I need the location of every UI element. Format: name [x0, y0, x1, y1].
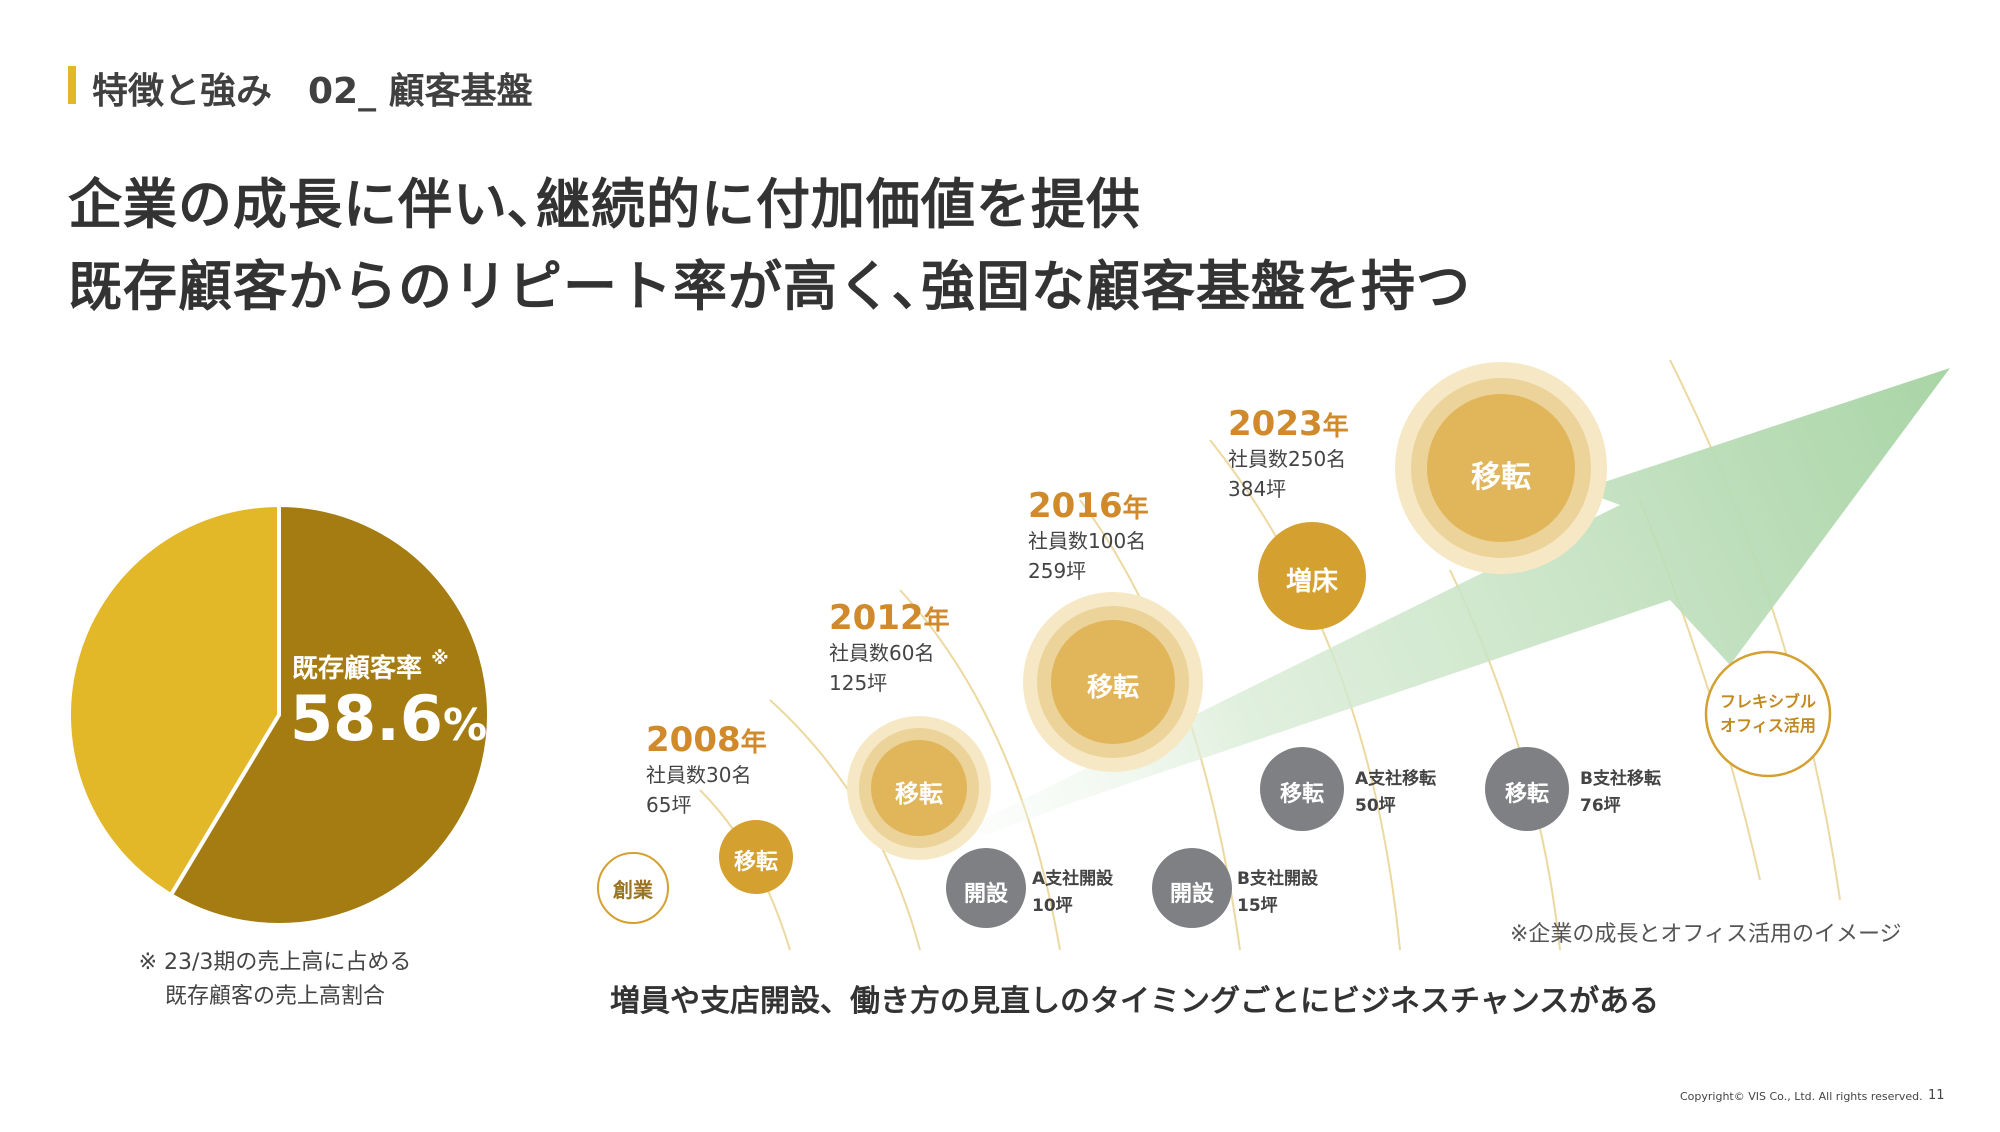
- branch-b-move-text: B支社移転 76坪: [1580, 769, 1661, 816]
- flexible-office-label: フレキシブル オフィス活用: [1719, 692, 1816, 735]
- headline-line-1: 企業の成長に伴い､継続的に付加価値を提供: [68, 173, 1141, 236]
- branch-a-open-badge: 開設: [963, 882, 1008, 907]
- branch-b-open-circle: [1152, 848, 1232, 928]
- move-2016-label: 移転: [1086, 673, 1139, 703]
- bottom-message: 増員や支店開設、働き方の見直しのタイミングごとにビジネスチャンスがある: [610, 984, 1660, 1019]
- move-2023-circle: [1427, 394, 1575, 542]
- pie-value: 58.6%: [290, 682, 488, 755]
- pie-slice-other: [67, 502, 281, 898]
- milestone-2016: 2016年 社員数100名 259坪: [1028, 486, 1149, 583]
- expand-2023-circle: [1258, 522, 1366, 630]
- section-accent-bar: [68, 66, 76, 104]
- move-2008-label: 移転: [733, 850, 778, 875]
- milestone-2008: 2008年 社員数30名 65坪: [646, 720, 767, 817]
- branch-a-move-badge: 移転: [1279, 782, 1324, 807]
- pie-slice-existing-customers: [168, 502, 491, 927]
- repeat-rate-pie: [67, 502, 491, 927]
- headline-line-2: 既存顧客からのリピート率が高く､強固な顧客基盤を持つ: [68, 255, 1471, 318]
- pie-label: 既存顧客率 ※: [292, 648, 449, 684]
- branch-b-move-circle: [1485, 747, 1569, 831]
- branch-b-open-badge: 開設: [1169, 882, 1214, 907]
- branch-a-move-circle: [1260, 747, 1344, 831]
- move-2012-label: 移転: [895, 780, 943, 808]
- milestone-2012: 2012年 社員数60名 125坪: [829, 598, 950, 695]
- milestone-2023: 2023年 社員数250名 384坪: [1228, 404, 1349, 501]
- copyright: Copyright© VIS Co., Ltd. All rights rese…: [1680, 1090, 1923, 1103]
- expand-2023-label: 増床: [1285, 567, 1338, 597]
- move-2023-label: 移転: [1471, 460, 1531, 495]
- branch-b-move-badge: 移転: [1504, 782, 1549, 807]
- branch-a-open-text: A支社開設 10坪: [1032, 869, 1114, 916]
- branch-b-open-text: B支社開設 15坪: [1237, 869, 1318, 916]
- flexible-office-circle: [1704, 650, 1832, 778]
- section-title: 特徴と強み 02_ 顧客基盤: [92, 71, 533, 112]
- pie-footnote: ※ 23/3期の売上高に占める 既存顧客の売上高割合: [138, 950, 412, 1009]
- founding-circle: [597, 852, 669, 924]
- founding-label: 創業: [613, 878, 653, 902]
- branch-a-move-text: A支社移転 50坪: [1355, 769, 1437, 816]
- image-note: ※企業の成長とオフィス活用のイメージ: [1510, 922, 1902, 947]
- move-2008-circle: [719, 820, 793, 894]
- move-2016-circle: [1051, 620, 1175, 744]
- branch-a-open-circle: [946, 848, 1026, 928]
- move-2012-circle: [871, 740, 967, 836]
- page-number: 11: [1928, 1088, 1945, 1103]
